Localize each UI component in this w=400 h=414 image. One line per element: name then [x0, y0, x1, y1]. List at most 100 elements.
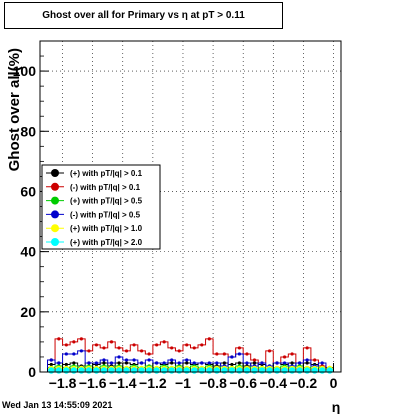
data-point: [145, 367, 153, 374]
data-point: [48, 367, 55, 374]
data-point: [185, 361, 189, 365]
x-tick-label: −0.6: [229, 375, 257, 391]
data-point: [177, 349, 181, 353]
series-1: [47, 337, 334, 372]
data-point: [57, 361, 61, 365]
timestamp: Wed Jan 13 14:55:09 2021: [2, 400, 113, 410]
data-point: [138, 367, 145, 374]
data-point: [147, 352, 151, 356]
data-point: [124, 361, 129, 365]
data-point: [117, 346, 121, 350]
legend-entry: (+) with pT/|q| > 2.0: [70, 238, 143, 247]
data-point: [176, 367, 183, 374]
data-point: [318, 367, 326, 374]
data-point: [55, 367, 63, 374]
data-point: [117, 361, 121, 365]
data-point: [64, 343, 68, 347]
data-point: [87, 361, 91, 365]
y-axis-label: Ghost over all(%): [6, 48, 23, 171]
data-point: [72, 361, 76, 365]
data-point: [185, 343, 189, 347]
data-point: [130, 367, 138, 374]
data-point: [273, 367, 281, 374]
data-point: [64, 352, 68, 356]
data-point: [109, 340, 114, 344]
data-point: [170, 346, 174, 350]
data-point: [117, 355, 121, 359]
x-tick-label: −0.8: [199, 375, 227, 391]
x-tick-label: −1.2: [139, 375, 167, 391]
data-point: [93, 367, 100, 374]
data-point: [207, 337, 211, 341]
data-point: [305, 361, 309, 365]
data-point: [213, 367, 221, 374]
data-point: [281, 367, 288, 374]
data-point: [139, 361, 144, 365]
y-tick-label: 60: [20, 183, 36, 199]
data-point: [57, 337, 61, 341]
series-line: [47, 338, 334, 372]
legend-entry: (+) with pT/|q| > 0.5: [70, 197, 143, 206]
data-point: [94, 343, 99, 347]
data-point: [49, 358, 53, 362]
data-point: [63, 367, 70, 374]
data-point: [139, 349, 144, 353]
data-point: [221, 367, 228, 374]
x-tick-label: −1.4: [109, 375, 137, 391]
data-point: [162, 361, 166, 365]
data-point: [170, 358, 174, 362]
data-point: [245, 361, 249, 365]
data-point: [132, 343, 136, 347]
data-point: [252, 361, 257, 365]
data-point: [160, 367, 168, 374]
x-tick-label: −1.8: [49, 375, 77, 391]
data-point: [200, 343, 204, 347]
data-point: [155, 343, 159, 347]
data-point: [102, 358, 106, 362]
data-point: [200, 361, 204, 365]
legend-marker: [51, 224, 59, 233]
data-point: [191, 367, 198, 374]
data-point: [132, 358, 136, 362]
data-point: [222, 361, 226, 365]
data-point: [153, 367, 160, 374]
data-point: [70, 367, 78, 374]
data-point: [228, 367, 236, 374]
y-tick-label: 0: [28, 364, 36, 380]
data-point: [79, 349, 83, 353]
x-axis-label: η: [332, 399, 341, 414]
data-point: [305, 346, 309, 350]
data-point: [230, 355, 234, 359]
data-point: [124, 349, 129, 353]
data-point: [115, 367, 123, 374]
data-point: [237, 346, 242, 350]
data-point: [243, 367, 251, 374]
data-point: [78, 367, 85, 374]
data-point: [85, 367, 93, 374]
data-point: [258, 367, 266, 374]
data-point: [198, 367, 205, 374]
data-point: [100, 367, 108, 374]
data-point: [290, 361, 294, 365]
data-point: [72, 352, 76, 356]
data-point: [192, 361, 196, 365]
data-point: [177, 361, 181, 365]
data-point: [296, 367, 303, 374]
data-point: [102, 346, 106, 350]
data-point: [168, 367, 175, 374]
data-point: [185, 358, 189, 362]
x-tick-label: −0.2: [290, 375, 318, 391]
data-point: [252, 358, 257, 362]
data-point: [215, 352, 219, 356]
data-point: [108, 367, 115, 374]
legend-entry: (+) with pT/|q| > 0.1: [70, 169, 143, 178]
data-point: [72, 340, 76, 344]
data-point: [192, 346, 196, 350]
data-point: [282, 355, 287, 359]
data-point: [305, 358, 309, 362]
data-point: [207, 361, 211, 365]
data-point: [147, 358, 151, 362]
data-point: [290, 352, 294, 356]
data-point: [155, 361, 159, 365]
